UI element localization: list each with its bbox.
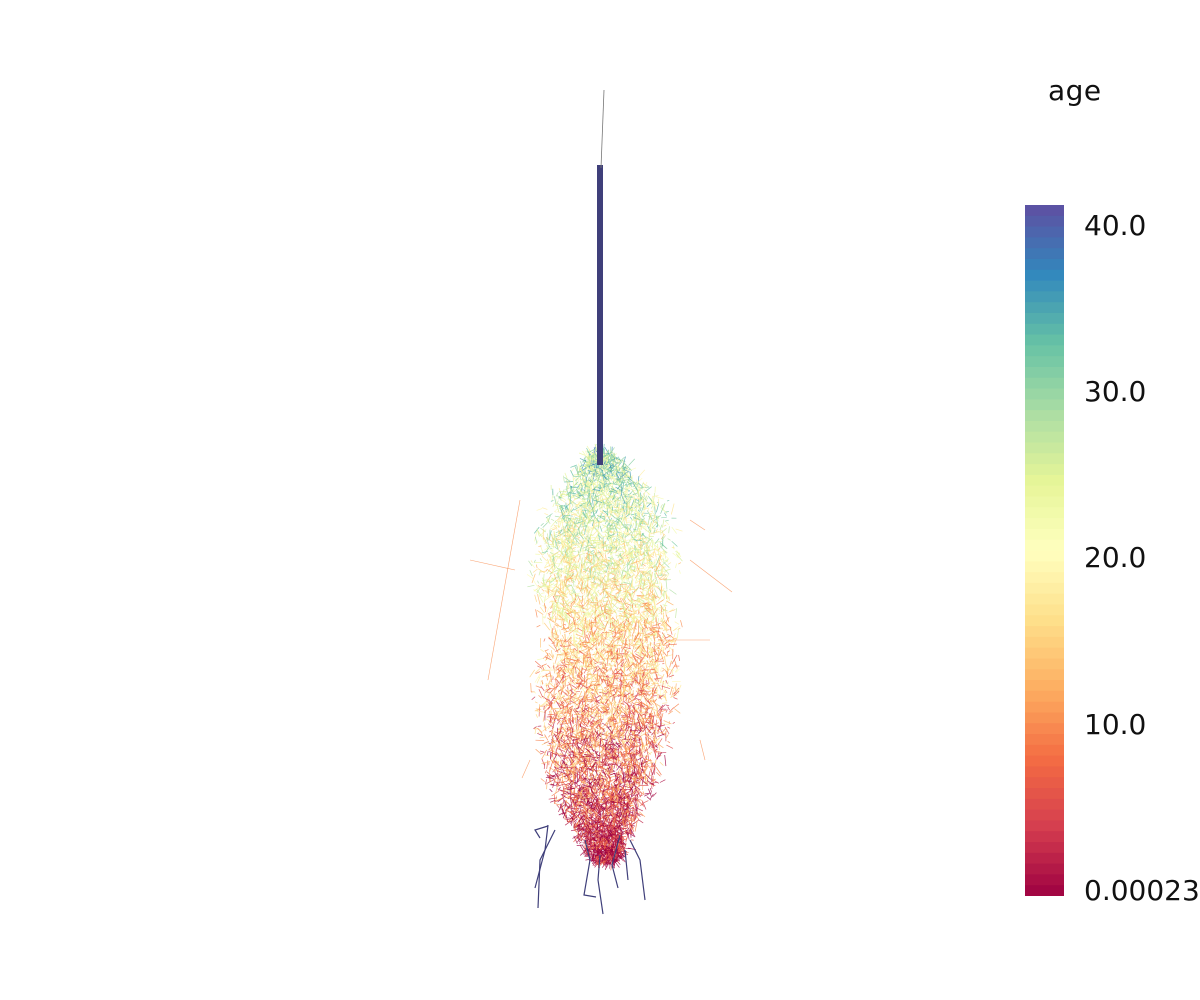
tick-label-10: 10.0 <box>1084 708 1147 741</box>
colorbar-band <box>1025 798 1064 811</box>
scalar-bar-gradient <box>1025 205 1064 896</box>
colorbar-band <box>1025 842 1064 854</box>
colorbar-band <box>1025 636 1064 649</box>
colorbar-band <box>1025 474 1064 487</box>
colorbar-band <box>1025 647 1064 660</box>
colorbar-band <box>1025 453 1064 465</box>
colorbar-band <box>1025 258 1064 271</box>
colorbar-band <box>1025 248 1064 260</box>
colorbar-band <box>1025 852 1064 865</box>
stem-tip <box>600 89 605 169</box>
colorbar-band <box>1025 356 1064 368</box>
colorbar-band <box>1025 809 1064 822</box>
colorbar-band <box>1025 734 1064 746</box>
colorbar-band <box>1025 291 1064 303</box>
root-segments <box>469 443 733 915</box>
colorbar-band <box>1025 323 1064 336</box>
colorbar-band <box>1025 388 1064 400</box>
colorbar-band <box>1025 420 1064 433</box>
colorbar-band <box>1025 334 1064 346</box>
colorbar-band <box>1025 788 1064 800</box>
colorbar-band <box>1025 464 1064 476</box>
colorbar-band <box>1025 766 1064 778</box>
colorbar-band <box>1025 269 1064 282</box>
colorbar-band <box>1025 755 1064 768</box>
colorbar-band <box>1025 410 1064 422</box>
colorbar-band <box>1025 572 1064 584</box>
colorbar-band <box>1025 237 1064 249</box>
tick-label-30: 30.0 <box>1084 375 1147 408</box>
colorbar-band <box>1025 377 1064 390</box>
colorbar-band <box>1025 507 1064 519</box>
colorbar-band <box>1025 561 1064 573</box>
colorbar-band <box>1025 680 1064 692</box>
colorbar-band <box>1025 626 1064 638</box>
colorbar-band <box>1025 366 1064 379</box>
colorbar-band <box>1025 582 1064 595</box>
colorbar-band <box>1025 312 1064 325</box>
colorbar-band <box>1025 431 1064 444</box>
colorbar-band <box>1025 723 1064 735</box>
colorbar-band <box>1025 604 1064 616</box>
colorbar-band <box>1025 615 1064 627</box>
colorbar-band <box>1025 593 1064 606</box>
colorbar-band <box>1025 399 1064 411</box>
colorbar-band <box>1025 226 1064 238</box>
colorbar-band <box>1025 539 1064 552</box>
colorbar-band <box>1025 744 1064 757</box>
scalar-bar-title: age <box>1048 74 1102 107</box>
colorbar-band <box>1025 658 1064 670</box>
colorbar-band <box>1025 518 1064 530</box>
colorbar-band <box>1025 669 1064 681</box>
colorbar-band <box>1025 496 1064 508</box>
colorbar-band <box>1025 777 1064 789</box>
main-root-stem <box>597 165 603 465</box>
colorbar-band <box>1025 885 1064 896</box>
colorbar-band <box>1025 345 1064 357</box>
colorbar-band <box>1025 205 1064 217</box>
colorbar-band <box>1025 831 1064 843</box>
tick-label-20: 20.0 <box>1084 541 1147 574</box>
colorbar-band <box>1025 485 1064 498</box>
colorbar-band <box>1025 863 1064 876</box>
colorbar-band <box>1025 442 1064 454</box>
colorbar-band <box>1025 550 1064 562</box>
colorbar-band <box>1025 302 1064 314</box>
colorbar-band <box>1025 712 1064 724</box>
colorbar-band <box>1025 528 1064 541</box>
colorbar-band <box>1025 701 1064 714</box>
colorbar-band <box>1025 690 1064 703</box>
colorbar-band <box>1025 874 1064 886</box>
tick-label-40: 40.0 <box>1084 209 1147 242</box>
colorbar-band <box>1025 280 1064 292</box>
colorbar-band <box>1025 215 1064 228</box>
colorbar-band <box>1025 820 1064 832</box>
tick-label-min: 0.000237 <box>1084 877 1200 905</box>
